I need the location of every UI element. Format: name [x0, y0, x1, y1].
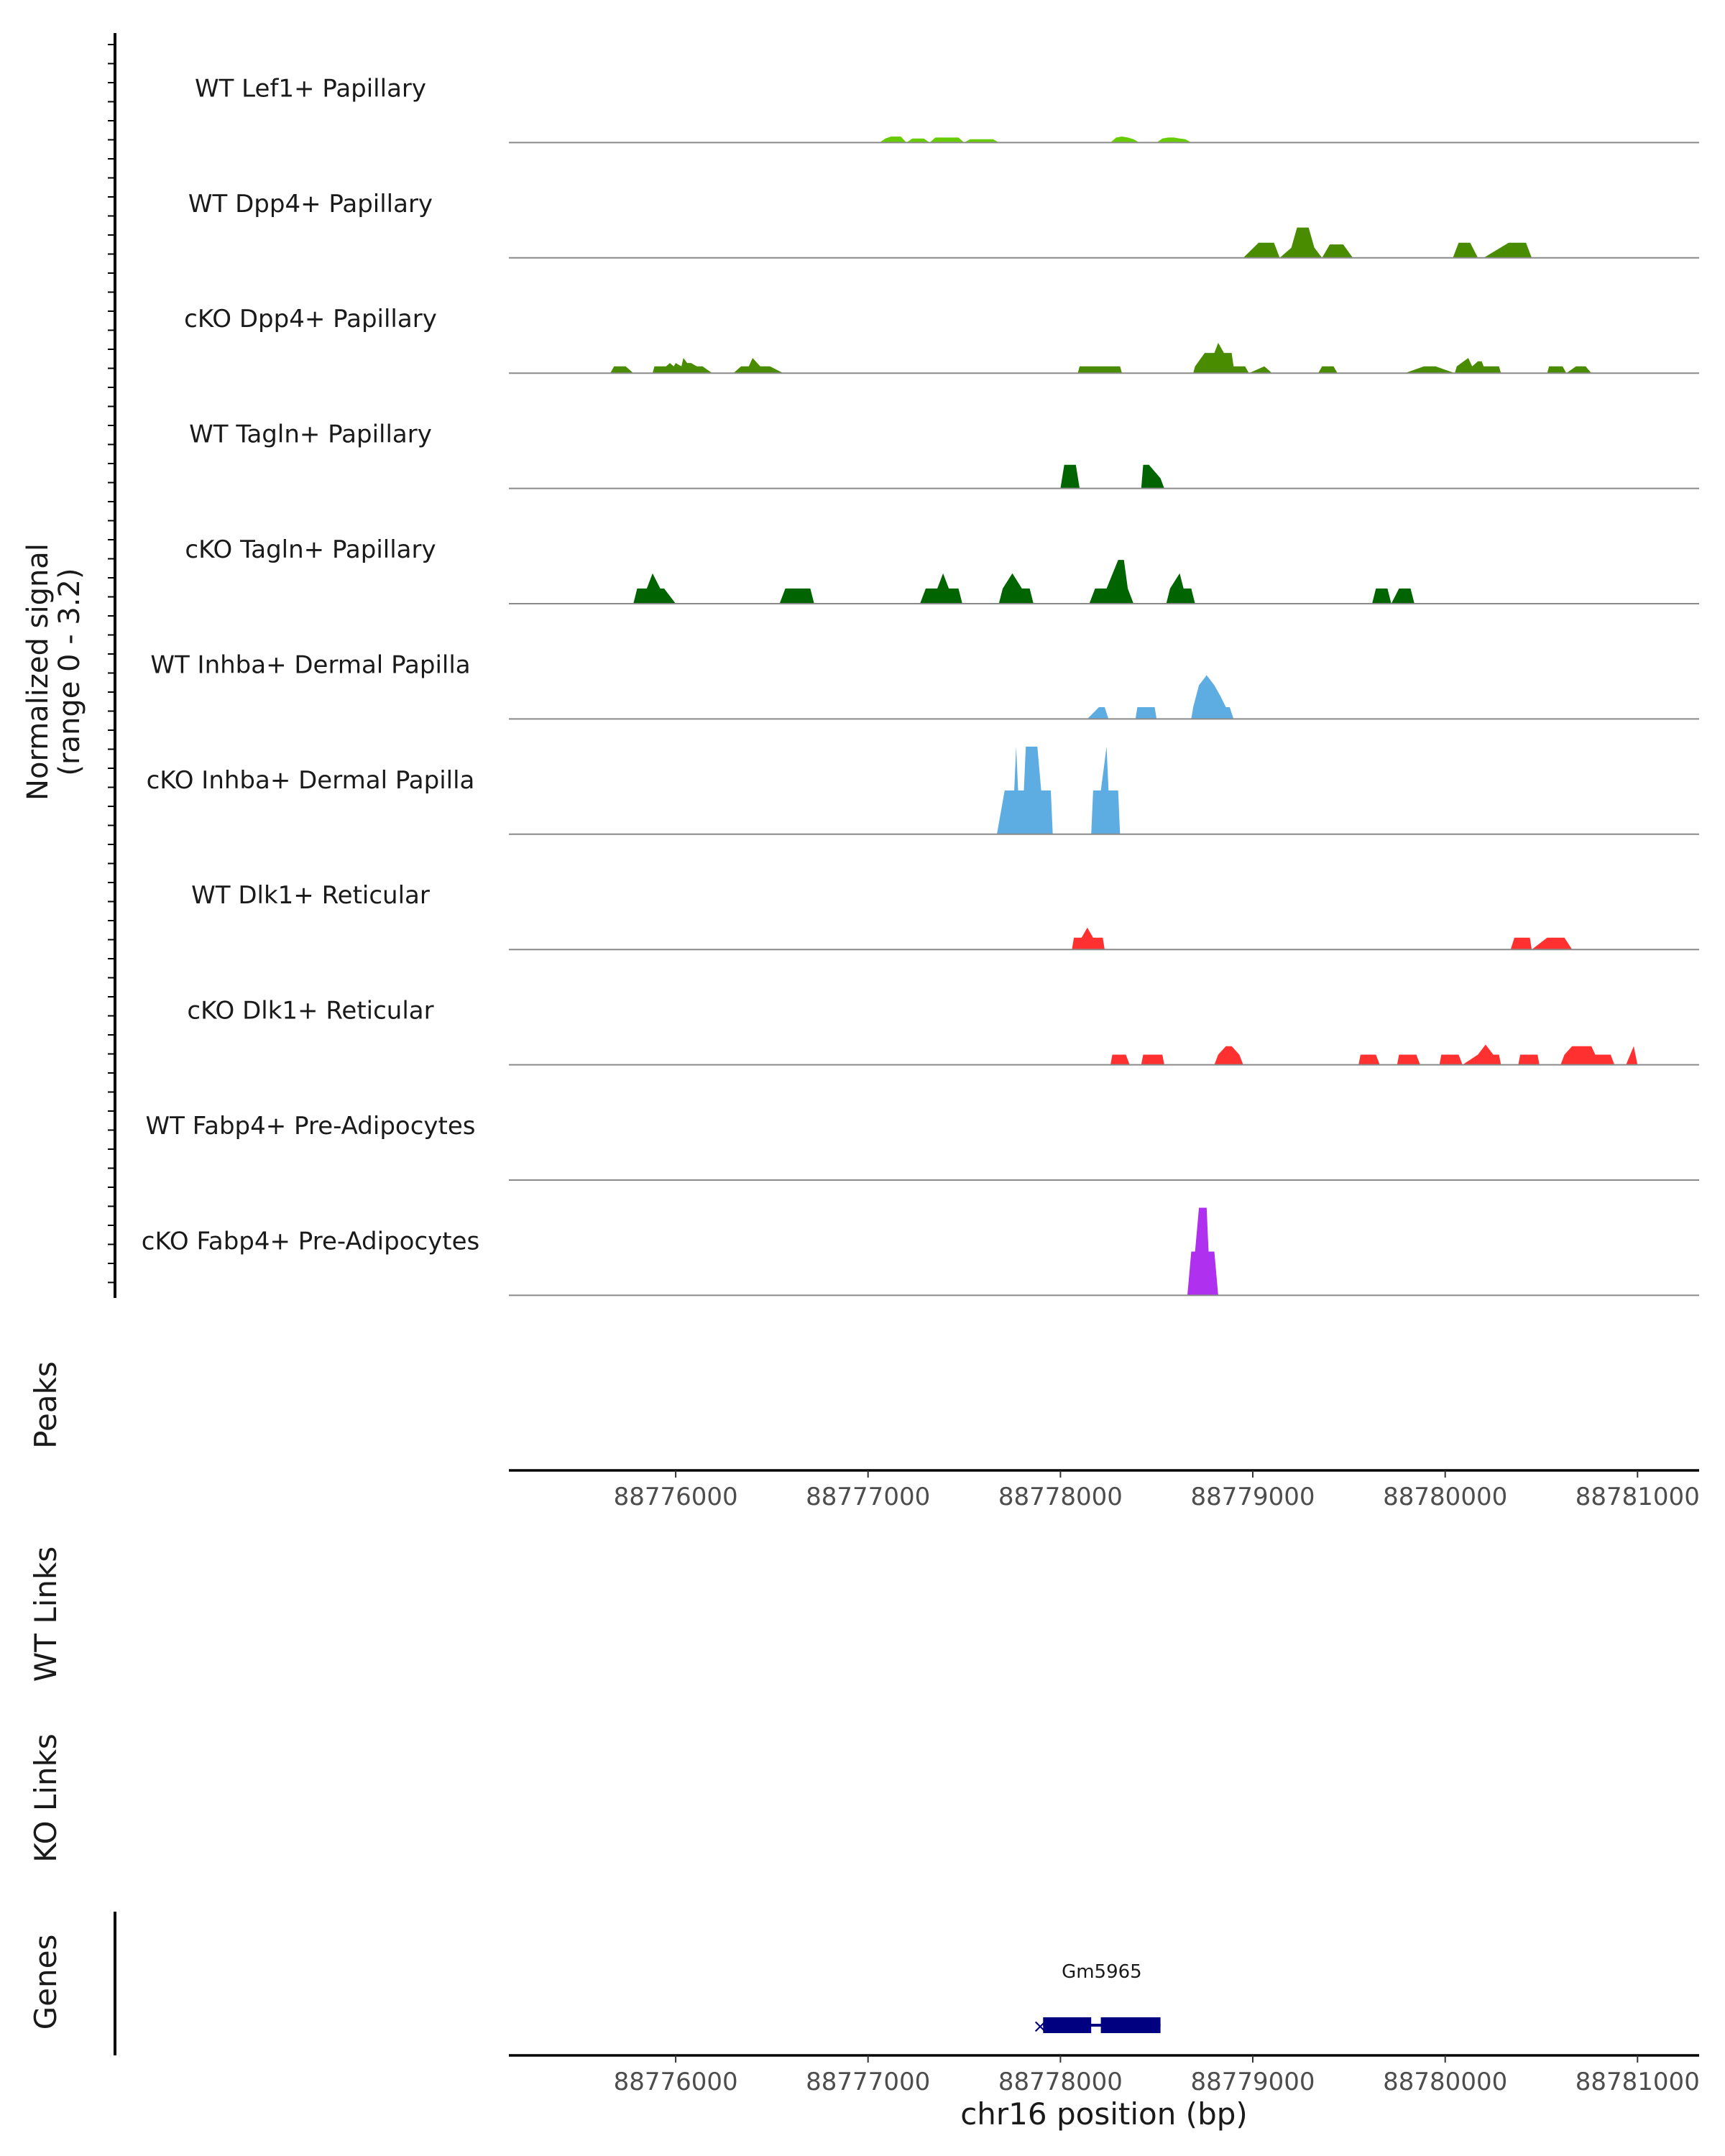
y-axis-title: Normalized signal (range 0 - 3.2) — [22, 543, 86, 801]
x-tick-label: 88778000 — [998, 2068, 1123, 2096]
track-label: WT Fabp4+ Pre-Adipocytes — [146, 1112, 476, 1141]
track-signal-area — [1060, 464, 1164, 489]
track-label: WT Dpp4+ Papillary — [188, 190, 433, 218]
x-tick-label: 88779000 — [1190, 2068, 1315, 2096]
x-tick-label: 88781000 — [1576, 1483, 1700, 1511]
track-label: WT Inhba+ Dermal Papilla — [150, 650, 470, 679]
gene-model: Gm5965 × — [1032, 1961, 1161, 2037]
track-label: cKO Dpp4+ Papillary — [184, 305, 437, 333]
track-signal-area — [610, 343, 1592, 374]
gene-exon — [1100, 2017, 1161, 2033]
x-tick-label: 88776000 — [614, 1483, 738, 1511]
track-label: cKO Tagln+ Papillary — [185, 535, 436, 564]
track-label: cKO Dlk1+ Reticular — [187, 997, 433, 1026]
peaks-panel: Peaks 88776000 88777000 88778000 88779000 88… — [28, 1361, 1700, 1511]
x-tick-label: 88779000 — [1190, 1483, 1315, 1511]
x-axis-title: chr16 position (bp) — [960, 2096, 1248, 2132]
gene-label: Gm5965 — [1062, 1961, 1142, 1983]
track-signal-area — [1110, 1044, 1638, 1065]
track-label: WT Lef1+ Papillary — [195, 74, 426, 103]
track-signal-area — [1187, 1207, 1218, 1296]
track-label: WT Tagln+ Papillary — [189, 420, 432, 449]
wt-links-panel-label: WT Links — [28, 1547, 63, 1682]
track-signal-area — [879, 137, 1192, 143]
genes-x-axis-ticks: 88776000 88777000 88778000 88779000 88780000… — [614, 2055, 1700, 2096]
track-label: cKO Inhba+ Dermal Papilla — [147, 766, 475, 795]
y-axis-range-text: (range 0 - 3.2) — [53, 568, 86, 775]
track-label: WT Dlk1+ Reticular — [191, 881, 430, 910]
genes-panel-label: Genes — [28, 1935, 63, 2030]
track-signal-area — [1243, 227, 1532, 258]
x-tick-label: 88776000 — [614, 2068, 738, 2096]
x-tick-label: 88778000 — [998, 1483, 1123, 1511]
signal-y-axis-ticks — [108, 44, 115, 1284]
genes-panel: Genes Gm5965× 88776000 88777000 88778000 88… — [28, 1912, 1700, 2132]
y-axis-title-text: Normalized signal — [22, 543, 55, 801]
track-signal-area — [997, 746, 1121, 834]
x-tick-label: 88781000 — [1576, 2068, 1700, 2096]
gene-strand-marker: × — [1032, 2016, 1048, 2037]
peaks-panel-label: Peaks — [28, 1361, 63, 1449]
signal-tracks: WT Lef1+ Papillary WT Dpp4+ Papillary cKO … — [142, 74, 1699, 1296]
gene-exon — [1043, 2017, 1092, 2033]
x-tick-label: 88777000 — [806, 1483, 930, 1511]
ko-links-panel-label: KO Links — [28, 1733, 63, 1863]
track-signal-area — [1072, 927, 1573, 950]
x-tick-label: 88780000 — [1383, 1483, 1507, 1511]
peaks-x-axis-ticks: 88776000 88777000 88778000 88779000 88780000… — [614, 1470, 1700, 1511]
x-tick-label: 88780000 — [1383, 2068, 1507, 2096]
track-signal-area — [1087, 675, 1234, 719]
track-signal-area — [633, 560, 1414, 604]
track-label: cKO Fabp4+ Pre-Adipocytes — [142, 1227, 480, 1256]
x-tick-label: 88777000 — [806, 2068, 930, 2096]
